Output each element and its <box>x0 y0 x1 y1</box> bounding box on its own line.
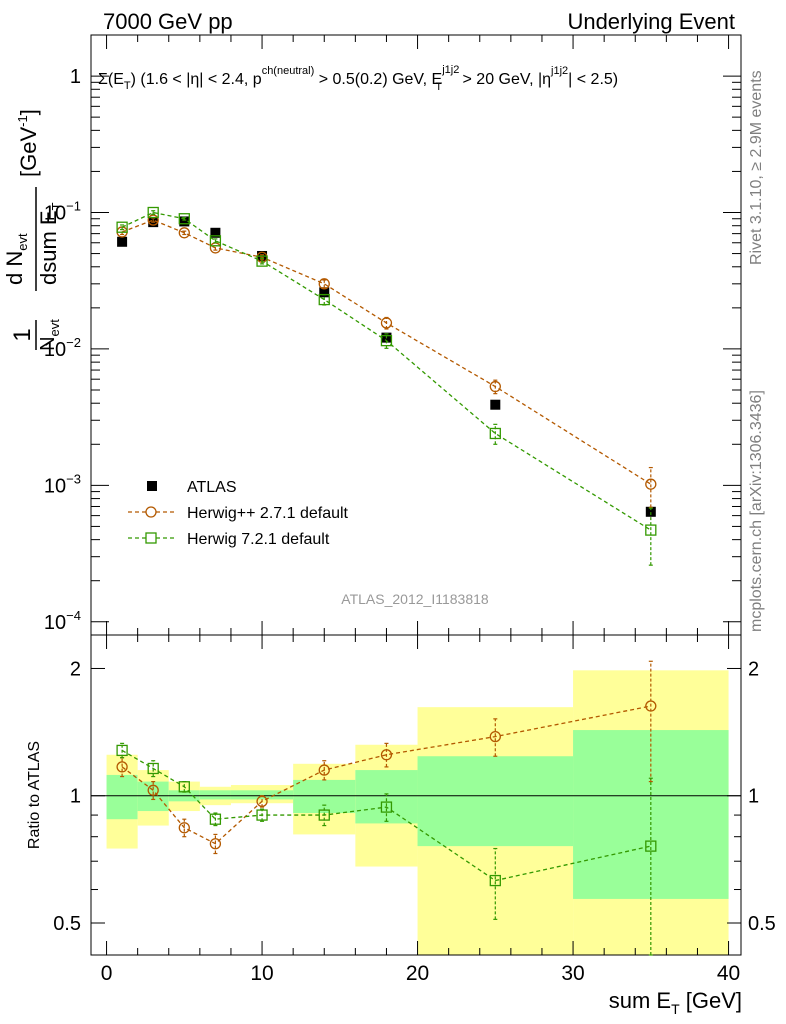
header-right: Underlying Event <box>567 9 735 34</box>
series-point <box>147 214 159 226</box>
series-point <box>209 235 222 247</box>
legend-label-herwig7: Herwig 7.2.1 default <box>187 531 330 548</box>
legend-label-herwigpp: Herwig++ 2.7.1 default <box>187 505 349 522</box>
x-tick-label: 10 <box>250 962 273 985</box>
series-point <box>318 278 330 290</box>
data-point <box>210 227 221 238</box>
ratio-uncertainty-bands <box>106 670 729 955</box>
x-tick-label: 30 <box>561 962 584 985</box>
legend: ATLAS Herwig++ 2.7.1 default Herwig 7.2.… <box>128 479 349 548</box>
analysis-id: ATLAS_2012_I1183818 <box>341 591 489 607</box>
ratio-y-tick-label-left: 2 <box>70 658 81 680</box>
series-point <box>489 427 501 440</box>
series-point <box>380 317 393 329</box>
y-tick-label: 10−2 <box>44 335 81 361</box>
x-tick-label: 20 <box>406 962 429 985</box>
data-point <box>645 506 656 517</box>
series-point <box>645 478 657 490</box>
series-point <box>380 801 393 813</box>
series-point <box>645 700 657 712</box>
legend-marker-atlas <box>147 481 157 491</box>
side-rivet: Rivet 3.1.10, ≥ 2.9M events <box>748 70 765 265</box>
band-inner <box>230 790 294 800</box>
series-point <box>256 255 268 267</box>
ratio-y-tick-label-left: 0.5 <box>53 913 81 935</box>
series-point <box>318 293 330 306</box>
data-point <box>179 216 190 227</box>
legend-label-atlas: ATLAS <box>187 479 237 496</box>
y-tick-label: 10−3 <box>44 471 81 497</box>
series-point <box>178 781 190 793</box>
data-point <box>319 287 330 298</box>
series-point <box>178 822 190 834</box>
svg-text:d Nevt: d Nevt <box>2 233 30 285</box>
y-tick-label: 1 <box>70 66 81 88</box>
series-point <box>318 809 330 821</box>
ratio-frame <box>90 634 742 956</box>
ratio-y-tick-label-right: 0.5 <box>748 913 776 935</box>
ratio-ylabel: Ratio to ATLAS <box>26 741 43 849</box>
svg-text:dsum ET: dsum ET <box>36 202 64 285</box>
series-point <box>380 334 393 347</box>
header-left: 7000 GeV pp <box>103 9 233 34</box>
y-tick-label: 10−4 <box>44 608 81 634</box>
band-inner <box>293 779 356 814</box>
svg-text:Nevt: Nevt <box>37 319 62 351</box>
main-ylabel: 1 Nevt d Nevt dsum ET [GeV-1] <box>2 109 64 351</box>
x-tick-label: 40 <box>717 962 740 985</box>
y-tick-label: 10−1 <box>44 198 81 224</box>
data-point <box>490 399 501 410</box>
series-point <box>489 730 501 743</box>
series-point <box>645 840 657 852</box>
band-inner <box>417 756 574 847</box>
ratio-y-tick-label-right: 1 <box>748 786 759 808</box>
series-point <box>178 227 190 239</box>
ratio-axis-ticks: 0 10 20 30 40 0.5 0.5 1 1 2 2 <box>53 635 776 985</box>
main-series-layer <box>116 206 657 566</box>
series-point <box>256 809 268 821</box>
series-point <box>209 813 222 825</box>
legend-marker-herwig7 <box>145 532 157 544</box>
ratio-panel: 0 10 20 30 40 0.5 0.5 1 1 2 2 Ratio to ATLAS sum E… <box>26 634 776 1017</box>
ratio-y-tick-label-left: 1 <box>70 786 81 808</box>
series-point <box>209 838 222 850</box>
series-point <box>147 784 159 796</box>
main-panel: 10−4 10−3 10−2 10−1 1 Σ(ET) (1.6 < |η| < 2.4… <box>2 34 742 636</box>
svg-text:1: 1 <box>9 328 36 341</box>
svg-text:[GeV-1]: [GeV-1] <box>15 109 41 177</box>
band-inner <box>199 790 231 800</box>
series-point <box>116 761 128 773</box>
series-point <box>489 874 501 887</box>
main-axis-ticks: 10−4 10−3 10−2 10−1 1 <box>44 34 741 635</box>
series-point <box>256 795 268 807</box>
ratio-xlabel: sum ET [GeV] <box>609 988 742 1017</box>
series-line <box>121 219 652 485</box>
series-point <box>116 744 128 757</box>
side-mcplots: mcplots.cern.ch [arXiv:1306.3436] <box>748 390 765 632</box>
band-inner <box>106 774 138 820</box>
series-point <box>645 524 657 536</box>
series-point <box>147 762 159 775</box>
series-point <box>489 380 501 393</box>
series-point <box>318 764 330 776</box>
ratio-y-tick-label-right: 2 <box>748 658 759 680</box>
x-tick-label: 0 <box>101 962 113 985</box>
main-title: Σ(ET) (1.6 < |η| < 2.4, pch(neutral) > 0… <box>98 64 618 93</box>
data-point <box>117 236 128 247</box>
legend-marker-herwigpp <box>145 506 157 518</box>
band-inner <box>137 781 169 812</box>
ratio-series-layer <box>116 660 657 956</box>
series-point <box>147 206 159 219</box>
series-point <box>178 213 190 225</box>
series-point <box>380 749 393 761</box>
series-point <box>116 221 128 233</box>
